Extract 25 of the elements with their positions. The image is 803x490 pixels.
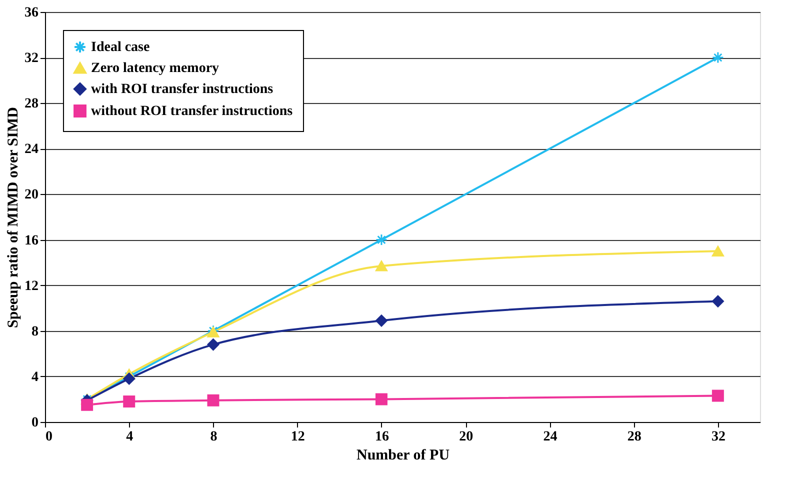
y-tick-label: 28 (24, 96, 38, 112)
x-tick-label: 24 (543, 430, 558, 444)
y-tick-label: 16 (24, 233, 38, 248)
x-tick-label: 4 (126, 430, 134, 444)
y-tick-label: 32 (24, 51, 38, 66)
x-tick-label: 0 (46, 430, 52, 444)
x-tick-label: 12 (290, 430, 305, 444)
y-tick-label: 4 (32, 370, 38, 385)
legend-label: Zero latency memory (91, 61, 220, 76)
y-tick-label: 36 (24, 6, 38, 20)
x-tick-label: 8 (210, 430, 218, 444)
y-tick-label: 20 (24, 188, 38, 203)
y-tick-label: 24 (24, 142, 38, 158)
x-tick-label: 32 (711, 430, 726, 444)
y-tick-label: 0 (32, 416, 38, 430)
legend-label: with ROI transfer instructions (91, 82, 274, 97)
x-tick-label: 16 (374, 430, 389, 444)
x-tick-label: 28 (627, 430, 642, 444)
x-tick-label: 20 (459, 430, 474, 444)
x-axis-title: Number of PU (356, 448, 450, 464)
y-axis-title: Speeup ratio of MIMD over SIMD (6, 106, 22, 328)
y-tick-label: 8 (32, 324, 38, 340)
legend-label: Ideal case (91, 40, 150, 55)
legend-label: without ROI transfer instructions (91, 104, 294, 119)
y-tick-label: 12 (24, 278, 38, 294)
